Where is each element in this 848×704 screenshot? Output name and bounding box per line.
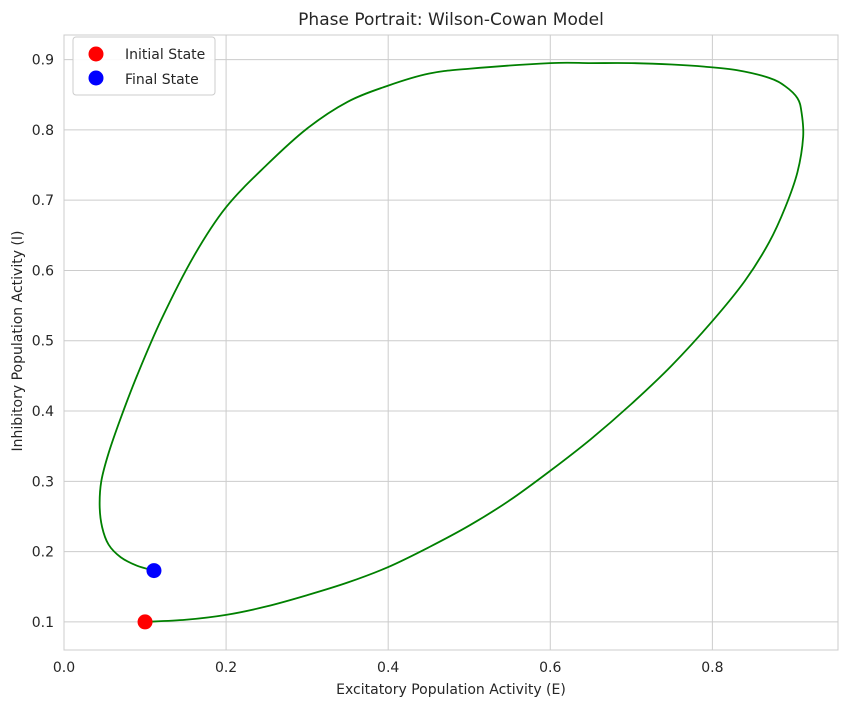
- trajectory-line: [98, 61, 805, 623]
- series-layer: [98, 61, 805, 630]
- initial-state-point: [137, 614, 153, 630]
- final-state-point: [146, 563, 162, 579]
- y-tick-label: 0.5: [32, 334, 54, 350]
- legend-marker-final-state: [88, 70, 104, 86]
- plot-area: [63, 34, 839, 651]
- legend-label-initial-state: Initial State: [125, 47, 205, 63]
- y-tick-label: 0.2: [32, 545, 54, 561]
- y-tick-label: 0.3: [32, 474, 54, 490]
- y-tick-label: 0.6: [32, 263, 54, 279]
- legend-label-final-state: Final State: [125, 72, 199, 88]
- x-tick-label: 0.4: [377, 660, 399, 676]
- y-tick-label: 0.7: [32, 193, 54, 209]
- x-tick-label: 0.2: [215, 660, 237, 676]
- y-tick-label: 0.9: [32, 53, 54, 69]
- grid-lines: [63, 35, 838, 650]
- legend-marker-initial-state: [88, 46, 104, 62]
- legend: Initial State Final State: [72, 36, 216, 96]
- y-axis-label: Inhibitory Population Activity (I): [10, 231, 26, 452]
- y-tick-label: 0.8: [32, 123, 54, 139]
- x-tick-label: 0.0: [53, 660, 75, 676]
- x-tick-label: 0.8: [701, 660, 723, 676]
- x-axis-label: Excitatory Population Activity (E): [336, 682, 566, 698]
- y-tick-label: 0.4: [32, 404, 54, 420]
- tick-labels: 0.0 0.2 0.4 0.6 0.8 0.1 0.2 0.3 0.4 0.5 0.6 0.7 0.8 0…: [32, 53, 724, 676]
- chart-title: Phase Portrait: Wilson-Cowan Model: [298, 10, 604, 30]
- legend-box: [72, 36, 216, 96]
- y-tick-label: 0.1: [32, 615, 54, 631]
- x-tick-label: 0.6: [539, 660, 561, 676]
